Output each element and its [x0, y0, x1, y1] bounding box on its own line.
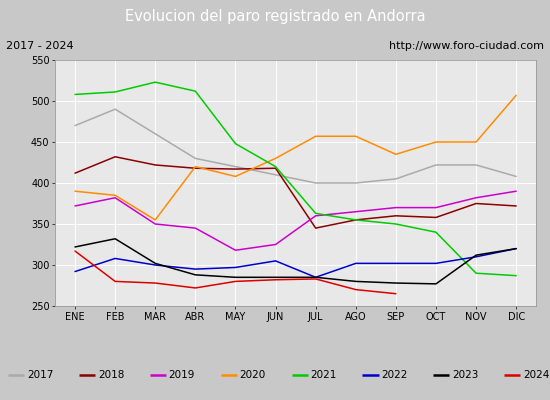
Text: 2018: 2018	[98, 370, 124, 380]
Text: 2022: 2022	[381, 370, 408, 380]
Text: 2019: 2019	[169, 370, 195, 380]
Text: 2021: 2021	[310, 370, 337, 380]
Text: http://www.foro-ciudad.com: http://www.foro-ciudad.com	[389, 41, 544, 51]
Text: 2017 - 2024: 2017 - 2024	[6, 41, 73, 51]
Text: 2020: 2020	[240, 370, 266, 380]
Text: Evolucion del paro registrado en Andorra: Evolucion del paro registrado en Andorra	[125, 10, 425, 24]
Text: 2017: 2017	[27, 370, 53, 380]
Text: 2024: 2024	[523, 370, 549, 380]
Text: 2023: 2023	[452, 370, 478, 380]
